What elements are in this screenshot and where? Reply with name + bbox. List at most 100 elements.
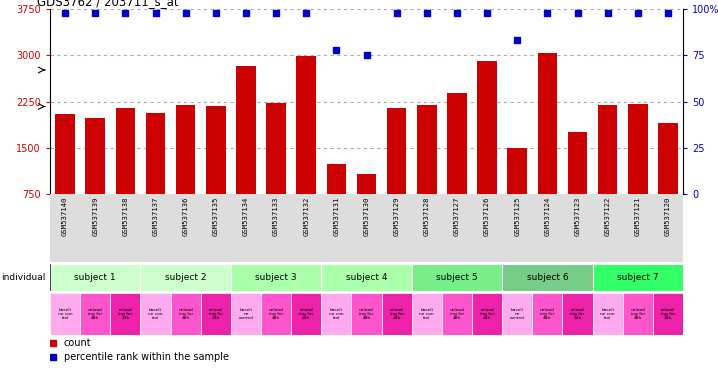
Text: GSM537131: GSM537131 [333, 197, 340, 236]
Text: subject 2: subject 2 [165, 273, 206, 282]
Text: GSM537123: GSM537123 [574, 197, 580, 236]
Text: baseli
ne
control: baseli ne control [238, 308, 253, 320]
Bar [357, 174, 376, 194]
Text: GSM537135: GSM537135 [213, 197, 219, 236]
Bar [321, 293, 351, 335]
Text: GSM537130: GSM537130 [363, 197, 370, 236]
Bar [146, 113, 165, 194]
Point [572, 10, 583, 16]
Bar [206, 106, 225, 194]
Bar [50, 264, 141, 291]
Text: subject 5: subject 5 [436, 273, 477, 282]
Text: subject 1: subject 1 [75, 273, 116, 282]
Text: percentile rank within the sample: percentile rank within the sample [64, 351, 229, 361]
Bar [231, 264, 321, 291]
Text: subject 6: subject 6 [526, 273, 568, 282]
Text: unload
ing for
48h: unload ing for 48h [449, 308, 465, 320]
Bar [327, 164, 346, 194]
Bar [266, 103, 286, 194]
Text: GSM537133: GSM537133 [273, 197, 279, 236]
Text: subject 3: subject 3 [256, 273, 297, 282]
Text: reload
ing for
24h: reload ing for 24h [209, 308, 223, 320]
Text: GSM537134: GSM537134 [243, 197, 249, 236]
Point [391, 10, 402, 16]
Point [451, 10, 462, 16]
Text: reload
ing for
24h: reload ing for 24h [480, 308, 494, 320]
Point [300, 10, 312, 16]
Bar [351, 293, 381, 335]
Text: reload
ing for
24h: reload ing for 24h [661, 308, 675, 320]
Bar [297, 56, 316, 194]
Bar [598, 104, 617, 194]
Point [602, 10, 613, 16]
Bar [623, 293, 653, 335]
Bar [111, 293, 141, 335]
Text: GSM537128: GSM537128 [424, 197, 430, 236]
Point [60, 10, 71, 16]
Point [210, 10, 222, 16]
Text: subject 7: subject 7 [617, 273, 658, 282]
Bar [658, 123, 678, 194]
Text: GSM537132: GSM537132 [303, 197, 309, 236]
Bar [85, 118, 105, 194]
Text: GDS3762 / 203711_s_at: GDS3762 / 203711_s_at [37, 0, 179, 8]
Text: reload
ing for
24h: reload ing for 24h [299, 308, 313, 320]
Bar [116, 108, 135, 194]
Point [271, 10, 282, 16]
Bar [141, 293, 171, 335]
Bar [201, 293, 231, 335]
Point [541, 10, 553, 16]
Point [180, 10, 192, 16]
Point [511, 37, 523, 43]
Bar [628, 104, 648, 194]
Text: baseli
ne con
trol: baseli ne con trol [148, 308, 163, 320]
Bar [562, 293, 592, 335]
Bar [592, 264, 683, 291]
Bar [411, 264, 502, 291]
Text: reload
ing for
24h: reload ing for 24h [390, 308, 404, 320]
Point [481, 10, 493, 16]
Text: unload
ing for
48h: unload ing for 48h [359, 308, 374, 320]
Text: GSM537126: GSM537126 [484, 197, 490, 236]
Text: unload
ing for
48h: unload ing for 48h [630, 308, 645, 320]
Bar [532, 293, 562, 335]
Text: GSM537137: GSM537137 [152, 197, 159, 236]
Text: GSM537125: GSM537125 [514, 197, 521, 236]
Bar [231, 293, 261, 335]
Text: baseli
ne con
trol: baseli ne con trol [419, 308, 434, 320]
Point [120, 10, 131, 16]
Text: unload
ing for
48h: unload ing for 48h [540, 308, 555, 320]
Bar [176, 104, 195, 194]
Bar [508, 148, 527, 194]
Text: baseli
ne con
trol: baseli ne con trol [600, 308, 615, 320]
Point [421, 10, 432, 16]
Bar [387, 108, 406, 194]
Bar [447, 93, 467, 194]
Text: individual: individual [1, 273, 46, 282]
Bar [261, 293, 291, 335]
Text: GSM537124: GSM537124 [544, 197, 551, 236]
Text: unload
ing for
48h: unload ing for 48h [269, 308, 284, 320]
Point [662, 10, 673, 16]
Bar [55, 114, 75, 194]
Bar [417, 104, 437, 194]
Bar [472, 293, 502, 335]
Text: GSM537120: GSM537120 [665, 197, 671, 236]
Bar [291, 293, 321, 335]
Text: baseli
ne con
trol: baseli ne con trol [57, 308, 73, 320]
Bar [171, 293, 201, 335]
Point [330, 46, 342, 53]
Bar [141, 264, 231, 291]
Point [150, 10, 162, 16]
Text: unload
ing for
48h: unload ing for 48h [178, 308, 193, 320]
Text: reload
ing for
24h: reload ing for 24h [118, 308, 133, 320]
Point [241, 10, 252, 16]
Bar [502, 264, 592, 291]
Text: baseli
ne
control: baseli ne control [510, 308, 525, 320]
Text: GSM537122: GSM537122 [605, 197, 610, 236]
Bar [592, 293, 623, 335]
Bar [502, 293, 532, 335]
Bar [321, 264, 411, 291]
Point [632, 10, 643, 16]
Text: GSM537139: GSM537139 [92, 197, 98, 236]
